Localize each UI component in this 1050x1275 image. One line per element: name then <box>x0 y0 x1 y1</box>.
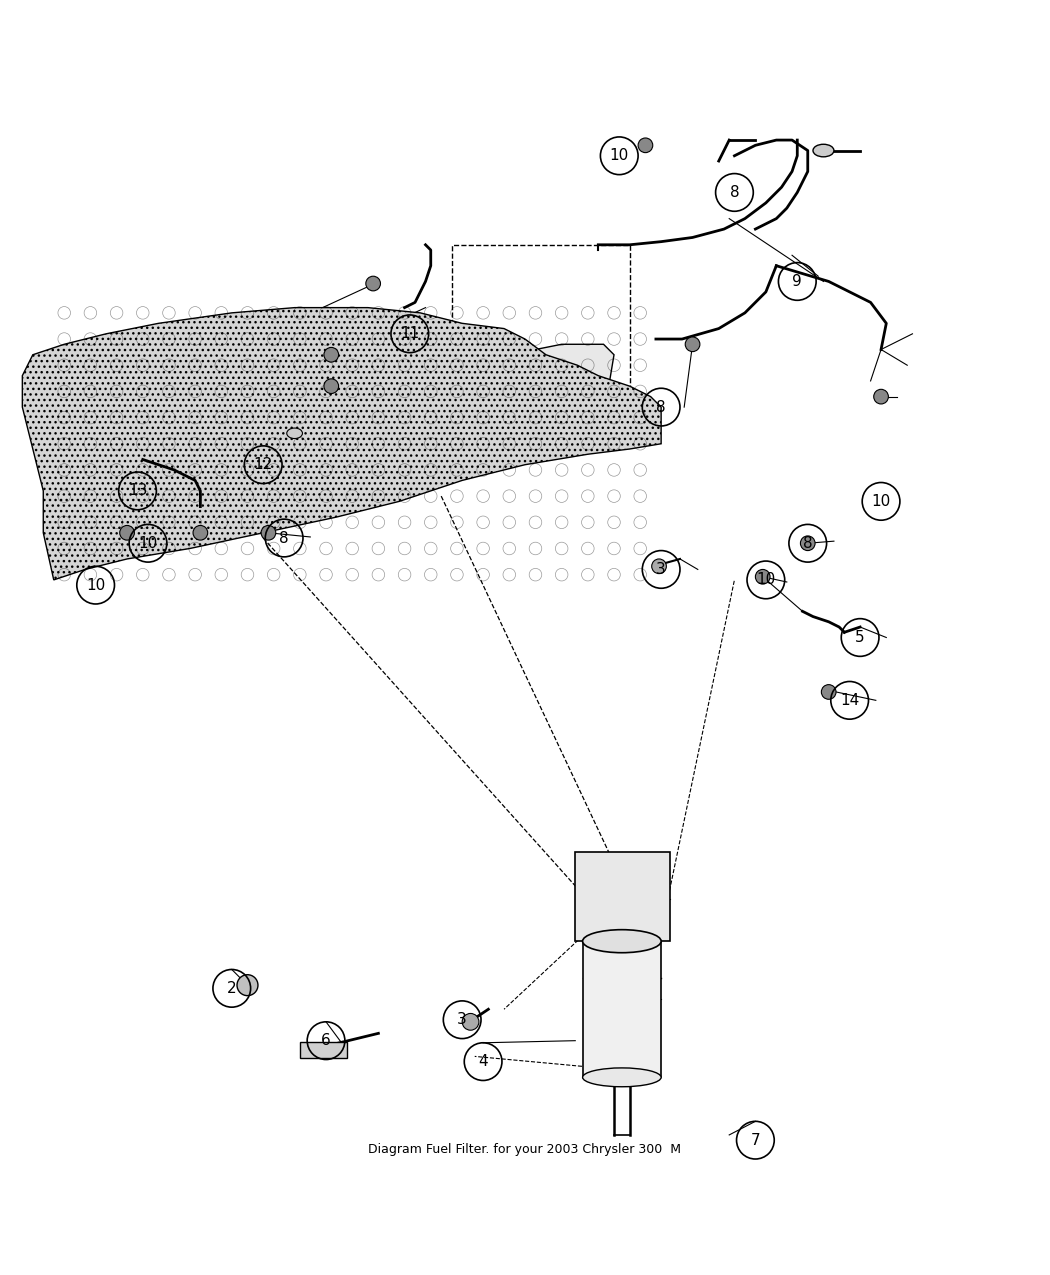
Circle shape <box>821 685 836 699</box>
Text: 5: 5 <box>856 630 865 645</box>
Polygon shape <box>478 344 614 423</box>
Text: 6: 6 <box>321 1033 331 1048</box>
Polygon shape <box>22 307 661 580</box>
Text: 11: 11 <box>400 326 419 342</box>
Text: 8: 8 <box>730 185 739 200</box>
Text: 14: 14 <box>840 692 859 708</box>
Circle shape <box>237 974 258 996</box>
Text: 10: 10 <box>86 578 105 593</box>
Text: 8: 8 <box>803 536 813 551</box>
Circle shape <box>324 347 338 362</box>
Circle shape <box>193 525 208 541</box>
Text: 9: 9 <box>793 274 802 289</box>
Text: 8: 8 <box>656 399 666 414</box>
Circle shape <box>755 570 770 584</box>
Text: 8: 8 <box>279 530 289 546</box>
Text: 7: 7 <box>751 1132 760 1148</box>
Circle shape <box>365 277 380 291</box>
Text: 3: 3 <box>458 1012 467 1028</box>
Text: 4: 4 <box>479 1054 488 1070</box>
Circle shape <box>120 525 134 541</box>
Ellipse shape <box>583 1068 662 1086</box>
Text: 12: 12 <box>253 458 273 472</box>
Circle shape <box>874 389 888 404</box>
Text: 10: 10 <box>756 572 776 588</box>
Text: 2: 2 <box>227 980 236 996</box>
FancyBboxPatch shape <box>575 852 670 941</box>
Circle shape <box>462 1014 479 1030</box>
Text: 13: 13 <box>128 483 147 499</box>
Ellipse shape <box>583 929 662 952</box>
FancyBboxPatch shape <box>583 941 662 1077</box>
Ellipse shape <box>813 144 834 157</box>
Circle shape <box>686 337 700 352</box>
Circle shape <box>261 525 276 541</box>
Circle shape <box>638 138 653 153</box>
Circle shape <box>324 379 338 394</box>
FancyBboxPatch shape <box>300 1042 346 1058</box>
Circle shape <box>652 558 667 574</box>
Text: 10: 10 <box>872 493 890 509</box>
Circle shape <box>800 536 815 551</box>
Text: 10: 10 <box>610 148 629 163</box>
Text: 3: 3 <box>656 562 666 576</box>
Ellipse shape <box>287 428 302 439</box>
Text: Diagram Fuel Filter. for your 2003 Chrysler 300  M: Diagram Fuel Filter. for your 2003 Chrys… <box>369 1142 681 1156</box>
Text: 10: 10 <box>139 536 157 551</box>
